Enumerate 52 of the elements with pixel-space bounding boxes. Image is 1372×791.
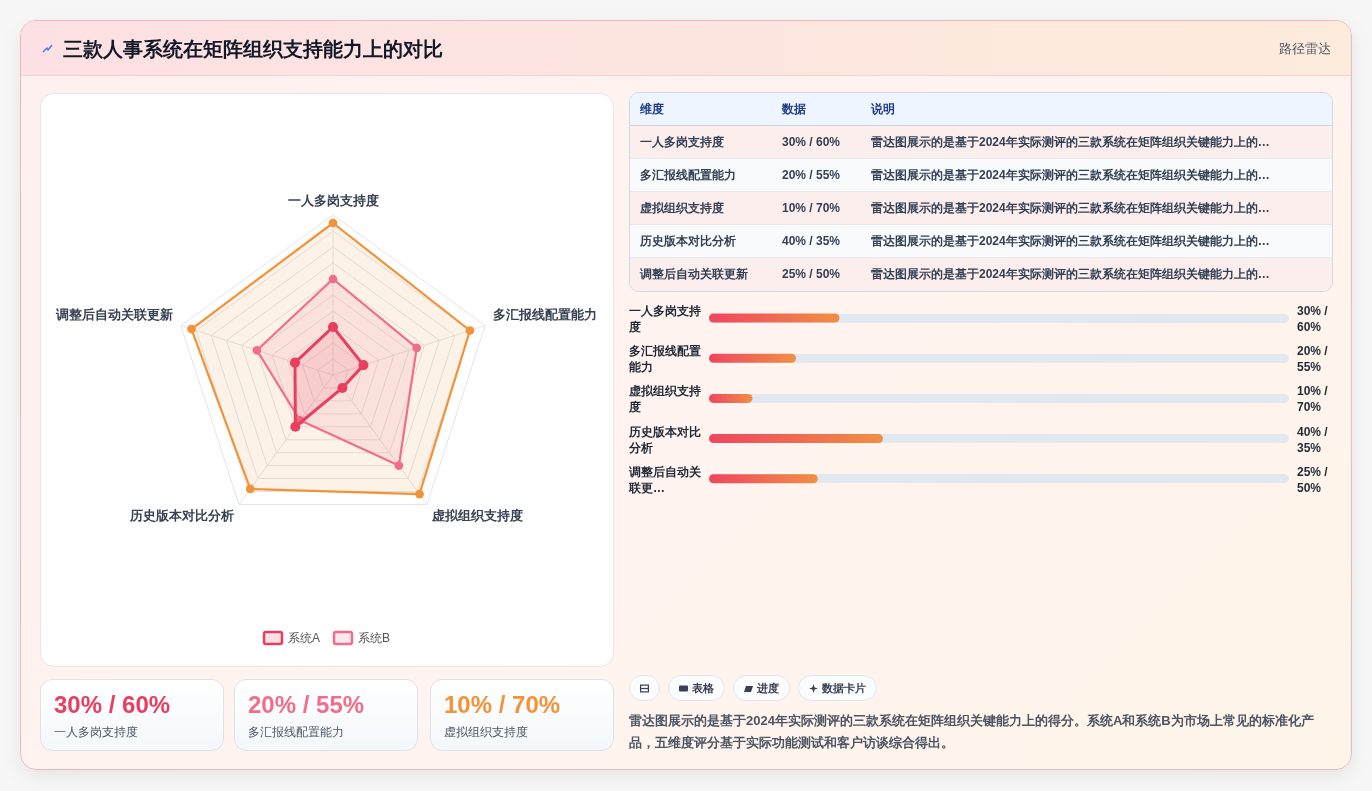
text: 25% / 50% xyxy=(782,267,841,281)
text: 说明 xyxy=(871,101,895,118)
text: 20% / 55% xyxy=(248,691,365,718)
legend-label: 系统B xyxy=(358,631,391,645)
category-label: 数据卡片 xyxy=(822,680,866,696)
legend-label: 系统A xyxy=(287,631,320,645)
category-label: 多汇报线配置能力 xyxy=(640,167,736,184)
bar xyxy=(709,434,883,444)
spoke-label: 调整后自动关联更新 xyxy=(55,306,174,322)
text: 20% / 55% xyxy=(782,168,841,182)
bar xyxy=(709,313,840,323)
bar xyxy=(709,474,818,484)
text: 10% / 70% xyxy=(444,691,561,718)
data-label: 10% / 70% xyxy=(1297,383,1329,416)
y-tick-label: 调整后自动关联更… xyxy=(629,463,702,496)
text: 雷达图展示的是基于2024年实际测评的三款系统在矩阵组织关键能力上的得分。系统A和系统B为市场上常见的标准化产品，五维度评分基于实际功能测试和客户访谈综合得出。 xyxy=(629,712,1315,752)
data-label: 25% / 50% xyxy=(1297,463,1329,496)
category-label: 虚拟组织支持度 xyxy=(640,200,724,217)
text: 雷达图展示的是基于2024年实际测评的三款系统在矩阵组织关键能力上的… xyxy=(871,266,1270,283)
y-tick-label: 多汇报线配置能力 xyxy=(629,343,702,376)
bar xyxy=(709,393,753,403)
data-label: 30% / 60% xyxy=(1297,303,1329,335)
text: 10% / 70% xyxy=(782,201,841,215)
text: 30% / 60% xyxy=(54,691,171,718)
spoke-label: 多汇报线配置能力 xyxy=(492,306,597,322)
y-tick-label: 一人多岗支持度 xyxy=(629,303,702,335)
category-label: 进度 xyxy=(757,680,779,696)
category-label: 多汇报线配置能力 xyxy=(248,724,344,740)
text: 路径雷达 xyxy=(1279,40,1331,58)
text: 数据 xyxy=(782,101,806,118)
category-label: 表格 xyxy=(692,680,714,696)
data-label: 40% / 35% xyxy=(1297,423,1329,456)
text: 30% / 60% xyxy=(782,135,841,149)
text: 维度 xyxy=(640,101,664,118)
category-label: 调整后自动关联更新 xyxy=(640,266,748,283)
spoke-label: 一人多岗支持度 xyxy=(287,192,379,208)
text: 雷达图展示的是基于2024年实际测评的三款系统在矩阵组织关键能力上的… xyxy=(871,233,1270,250)
bar xyxy=(709,353,796,363)
text: 三款人事系统在矩阵组织支持能力上的对比 xyxy=(63,37,443,62)
text: 雷达图展示的是基于2024年实际测评的三款系统在矩阵组织关键能力上的… xyxy=(871,134,1270,151)
category-label: 历史版本对比分析 xyxy=(640,233,736,250)
text: 雷达图展示的是基于2024年实际测评的三款系统在矩阵组织关键能力上的… xyxy=(871,167,1270,184)
data-label: 20% / 55% xyxy=(1297,343,1329,376)
category-label: 虚拟组织支持度 xyxy=(444,724,528,740)
spoke-label: 虚拟组织支持度 xyxy=(430,508,523,524)
spoke-label: 历史版本对比分析 xyxy=(129,508,235,524)
category-label: 一人多岗支持度 xyxy=(640,134,724,151)
y-tick-label: 历史版本对比分析 xyxy=(629,423,702,456)
text: 40% / 35% xyxy=(782,234,841,248)
category-label: 一人多岗支持度 xyxy=(54,724,138,740)
y-tick-label: 虚拟组织支持度 xyxy=(629,383,702,416)
text: 雷达图展示的是基于2024年实际测评的三款系统在矩阵组织关键能力上的… xyxy=(871,200,1270,217)
